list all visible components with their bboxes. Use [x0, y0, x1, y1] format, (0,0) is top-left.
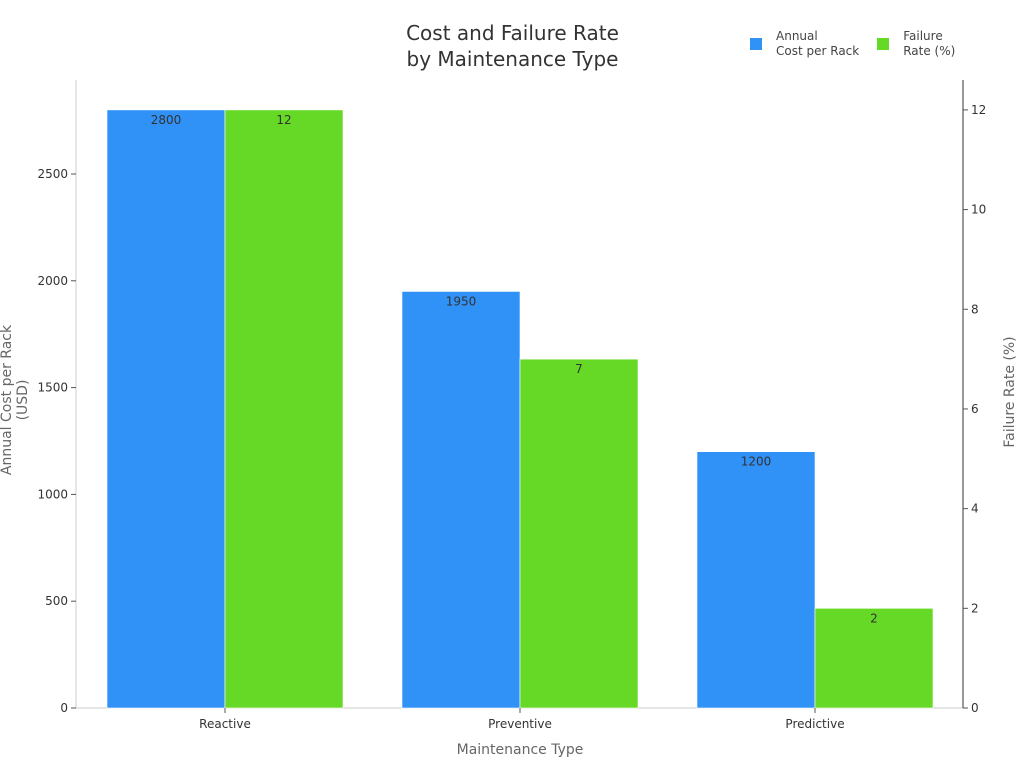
bar-label-cost: 1950 [446, 294, 477, 308]
legend-swatch-cost [750, 38, 762, 50]
chart-title: Cost and Failure Rate by Maintenance Typ… [360, 20, 665, 72]
x-tick-label: Predictive [785, 717, 844, 731]
bar-failure-predictive [814, 608, 934, 709]
y-tick-label-right: 2 [971, 601, 979, 615]
y-tick-label-right: 10 [971, 203, 986, 217]
y-tick-label-right: 0 [971, 701, 979, 715]
bar-label-cost: 1200 [741, 455, 772, 469]
x-axis-title: Maintenance Type [456, 742, 584, 758]
y-axis-left-title: Annual Cost per Rack (USD) [0, 324, 31, 476]
y-axis-right-title: Failure Rate (%) [1002, 336, 1018, 448]
bar-cost-preventive [401, 291, 521, 709]
chart-title-line-2: by Maintenance Type [406, 47, 619, 71]
legend-label-failure: Failure Rate (%) [903, 29, 956, 58]
bar-cost-reactive [106, 109, 226, 709]
y-tick-label-left: 1500 [37, 381, 68, 395]
chart-title-line-1: Cost and Failure Rate [406, 21, 619, 45]
x-tick-label: Preventive [488, 717, 552, 731]
y-tick-label-left: 0 [60, 701, 68, 715]
y-tick-label-right: 6 [971, 402, 979, 416]
legend: Annual Cost per Rack Failure Rate (%) [750, 29, 955, 59]
y-tick-label-right: 12 [971, 103, 986, 117]
bar-failure-reactive [224, 109, 344, 709]
bar-failure-preventive [519, 358, 639, 709]
y-tick-label-left: 500 [45, 594, 68, 608]
legend-label-cost: Annual Cost per Rack [776, 29, 860, 58]
y-tick-label-left: 2500 [37, 167, 68, 181]
bar-label-cost: 2800 [151, 113, 182, 127]
y-tick-label-left: 2000 [37, 274, 68, 288]
bar-label-failure: 2 [870, 611, 878, 625]
y-tick-label-right: 8 [971, 302, 979, 316]
legend-item-failure[interactable]: Failure Rate (%) [877, 29, 955, 59]
x-tick-label: Reactive [199, 717, 251, 731]
bar-label-failure: 12 [276, 113, 291, 127]
y-tick-label-right: 4 [971, 502, 979, 516]
bar-cost-predictive [696, 451, 816, 709]
y-tick-label-left: 1000 [37, 487, 68, 501]
bar-label-failure: 7 [575, 362, 583, 376]
legend-item-cost[interactable]: Annual Cost per Rack [750, 29, 859, 59]
legend-swatch-failure [877, 38, 890, 50]
